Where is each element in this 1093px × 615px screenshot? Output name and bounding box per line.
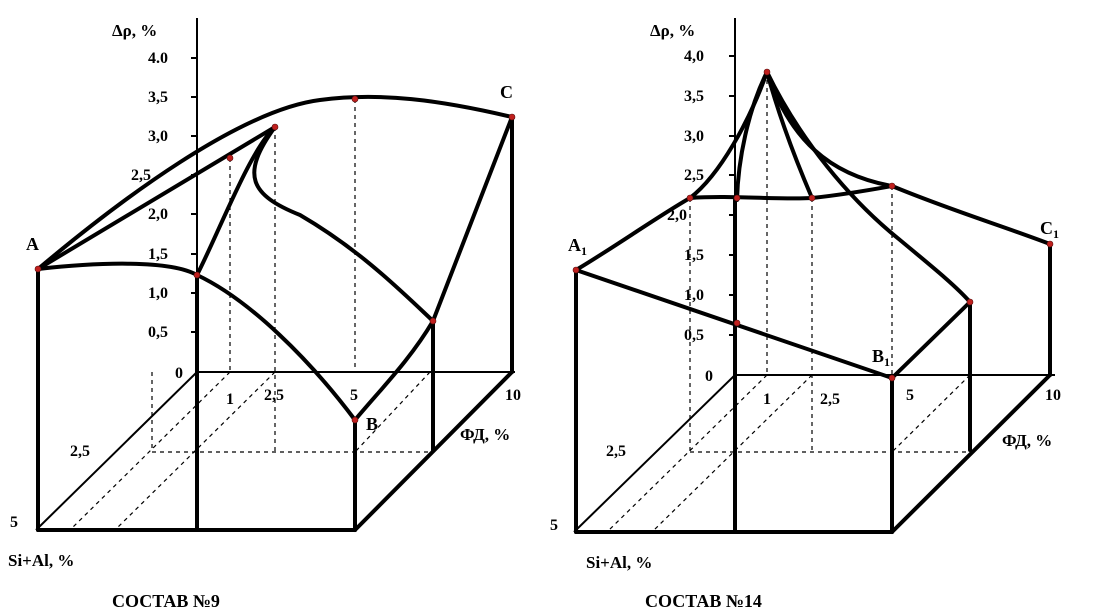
left-y-tick-label: 1,5 (148, 246, 168, 263)
left-y-tick-label: 2,0 (148, 206, 168, 223)
left-x-axis-title: ФД, % (460, 425, 510, 444)
right-surface-curves (574, 70, 1052, 380)
left-y-tick-label: 3,0 (148, 128, 168, 145)
left-z-tick-label: 2,5 (70, 443, 90, 460)
right-y-tick-label: 0 (705, 368, 713, 385)
right-x-tick-label: 5 (906, 387, 914, 404)
left-caption: СОСТАВ №9 (112, 591, 220, 611)
right-y-tick-label: 3,0 (684, 128, 704, 145)
right-z-tick-label: 5 (550, 517, 558, 534)
left-corner-label-c: C (500, 82, 513, 102)
left-corner-label-b: B (366, 414, 378, 434)
left-z-tick-label: 5 (10, 514, 18, 531)
left-y-tick-labels: 4.0 3,5 3,0 2,5 2,0 1,5 1,0 0,5 0 (131, 50, 183, 382)
right-corner-label-c: C1 (1040, 218, 1059, 241)
left-diagram: Δρ, % 4.0 3,5 3,0 2,5 2,0 1,5 1,0 0,5 0 … (8, 18, 521, 611)
right-y-tick-label: 2,5 (684, 167, 704, 184)
right-frame-edges (574, 198, 1052, 534)
left-x-tick-label: 1 (226, 391, 234, 408)
right-y-tick-label: 2,0 (667, 207, 687, 224)
right-y-tick-label: 1,0 (684, 287, 704, 304)
right-y-axis-title: Δρ, % (650, 21, 695, 40)
left-frame-edges (36, 115, 514, 532)
right-z-tick-label: 2,5 (606, 443, 626, 460)
left-x-tick-label: 5 (350, 387, 358, 404)
left-surface-curves (36, 94, 514, 422)
left-x-tick-labels: 1 2,5 5 10 (226, 387, 521, 408)
right-z-axis-title: Si+Al, % (586, 553, 652, 572)
right-y-tick-label: 4,0 (684, 48, 704, 65)
right-guide-lines (606, 72, 972, 533)
left-y-tick-label: 3,5 (148, 89, 168, 106)
right-x-tick-label: 2,5 (820, 391, 840, 408)
right-y-tick-labels: 4,0 3,5 3,0 2,5 2,0 1,5 1,0 0,5 0 (667, 48, 713, 385)
right-points (572, 68, 1054, 382)
right-z-tick-labels: 2,5 5 (550, 443, 626, 534)
right-x-tick-labels: 1 2,5 5 10 (763, 387, 1061, 408)
right-x-tick-label: 10 (1045, 387, 1061, 404)
right-x-axis-title: ФД, % (1002, 431, 1052, 450)
left-y-tick-label: 1,0 (148, 285, 168, 302)
right-x-tick-label: 1 (763, 391, 771, 408)
left-y-tick-label: 0,5 (148, 324, 168, 341)
left-points (34, 95, 516, 424)
right-corner-label-a: A1 (568, 235, 587, 258)
right-y-tick-label: 3,5 (684, 88, 704, 105)
left-x-tick-label: 10 (505, 387, 521, 404)
right-y-tick-label: 1,5 (684, 247, 704, 264)
right-diagram: Δρ, % 4,0 3,5 3,0 2,5 2,0 1,5 1,0 0,5 0 … (550, 18, 1061, 611)
right-y-tick-label: 0,5 (684, 327, 704, 344)
left-y-tick-label: 4.0 (148, 50, 168, 67)
left-y-tick-label: 2,5 (131, 167, 151, 184)
left-z-tick-labels: 2,5 5 (10, 443, 90, 531)
right-corner-label-b: B1 (872, 346, 890, 369)
right-caption: СОСТАВ №14 (645, 591, 762, 611)
right-z-axis (573, 374, 736, 533)
left-y-axis-title: Δρ, % (112, 21, 157, 40)
left-x-tick-label: 2,5 (264, 387, 284, 404)
left-z-axis-title: Si+Al, % (8, 551, 74, 570)
left-corner-label-a: A (26, 234, 39, 254)
left-y-tick-label: 0 (175, 365, 183, 382)
left-z-axis (35, 371, 198, 531)
